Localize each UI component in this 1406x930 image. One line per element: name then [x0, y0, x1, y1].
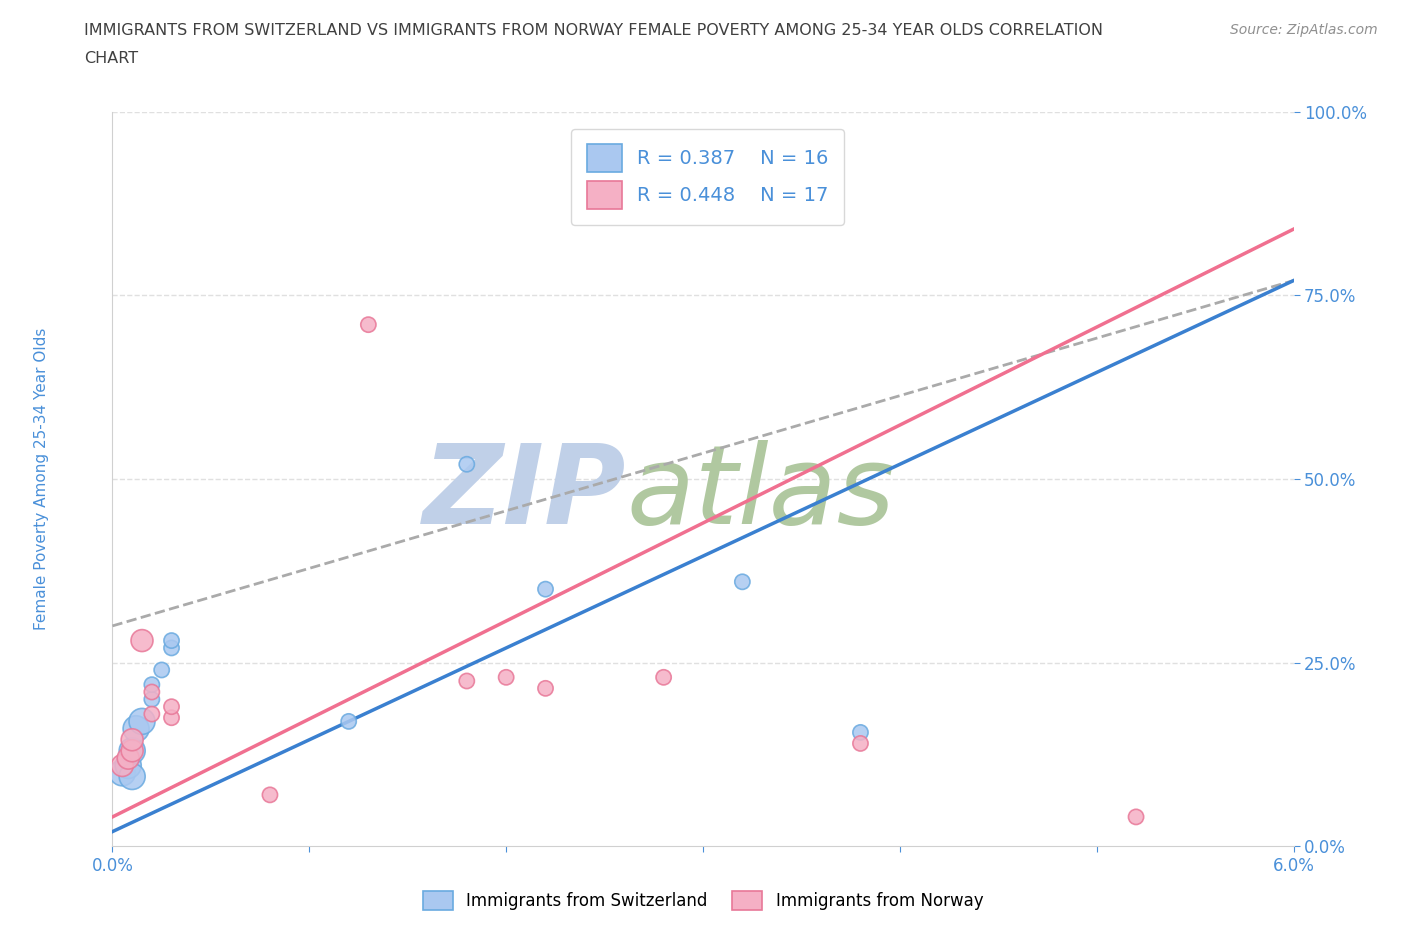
- Text: atlas: atlas: [626, 440, 894, 547]
- Point: [849, 725, 872, 740]
- Point: [125, 722, 148, 737]
- Point: [121, 743, 143, 758]
- Point: [1125, 809, 1147, 824]
- Point: [160, 641, 183, 656]
- Point: [160, 633, 183, 648]
- Point: [121, 743, 143, 758]
- Point: [131, 633, 153, 648]
- Point: [534, 582, 557, 597]
- Point: [141, 692, 163, 707]
- Point: [259, 788, 281, 803]
- Point: [337, 714, 360, 729]
- Point: [117, 758, 139, 773]
- Point: [534, 681, 557, 696]
- Point: [117, 751, 139, 765]
- Point: [150, 662, 173, 677]
- Legend: R = 0.387    N = 16, R = 0.448    N = 17: R = 0.387 N = 16, R = 0.448 N = 17: [571, 128, 844, 224]
- Point: [141, 707, 163, 722]
- Text: IMMIGRANTS FROM SWITZERLAND VS IMMIGRANTS FROM NORWAY FEMALE POVERTY AMONG 25-34: IMMIGRANTS FROM SWITZERLAND VS IMMIGRANT…: [84, 23, 1104, 38]
- Point: [131, 714, 153, 729]
- Point: [456, 673, 478, 688]
- Text: Female Poverty Among 25-34 Year Olds: Female Poverty Among 25-34 Year Olds: [34, 327, 49, 631]
- Point: [141, 684, 163, 699]
- Point: [160, 699, 183, 714]
- Text: CHART: CHART: [84, 51, 138, 66]
- Point: [456, 457, 478, 472]
- Text: Source: ZipAtlas.com: Source: ZipAtlas.com: [1230, 23, 1378, 37]
- Point: [849, 736, 872, 751]
- Point: [141, 677, 163, 692]
- Point: [357, 317, 380, 332]
- Legend: Immigrants from Switzerland, Immigrants from Norway: Immigrants from Switzerland, Immigrants …: [416, 884, 990, 917]
- Point: [121, 769, 143, 784]
- Point: [121, 732, 143, 747]
- Point: [111, 758, 134, 773]
- Point: [652, 670, 675, 684]
- Point: [495, 670, 517, 684]
- Point: [731, 575, 754, 590]
- Point: [160, 711, 183, 725]
- Text: ZIP: ZIP: [423, 440, 626, 547]
- Point: [111, 765, 134, 780]
